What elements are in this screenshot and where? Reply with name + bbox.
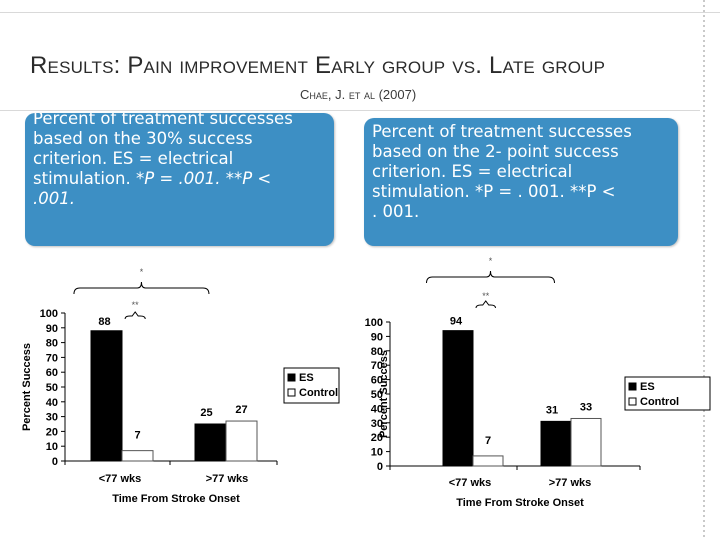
- chart2-legend-swatch-control: [628, 397, 637, 406]
- chart1-bar-control-1: [121, 450, 154, 462]
- callout-right-line4: stimulation. *P = . 001. **P <: [372, 182, 616, 201]
- chart2-y-tick-label: 50: [371, 389, 383, 401]
- chart2-y-axis-title: Percent Success: [378, 350, 390, 438]
- chart1-bracket-between: [73, 281, 210, 295]
- chart1-bar-control-2: [225, 420, 258, 462]
- callout-right-line5: . 001.: [372, 202, 420, 221]
- chart1-bar-es-2: [194, 423, 227, 462]
- chart1-legend-swatch-es: [287, 373, 296, 382]
- chart1-legend-label-control: Control: [299, 387, 338, 399]
- chart2-legend-label-control: Control: [640, 396, 679, 408]
- chart1-y-tick-label: 60: [46, 367, 58, 379]
- callout-left-line5: .001.: [33, 189, 75, 208]
- chart1-x-axis-title: Time From Stroke Onset: [112, 493, 240, 505]
- chart1-legend-swatch-control: [287, 388, 296, 397]
- chart2-legend-box: [624, 376, 711, 411]
- chart2-y-tick-label: 30: [371, 418, 383, 430]
- chart2-bar-control-1: [472, 455, 504, 467]
- callout-right-line1: Percent of treatment successes: [372, 122, 632, 141]
- chart2-y-tick-label: 100: [365, 317, 383, 329]
- chart1-legend-label-es: ES: [299, 372, 314, 384]
- chart1-label-control-1: 7: [134, 430, 140, 442]
- callout-left-line4a: stimulation.: [33, 169, 136, 188]
- chart2-bar-es-2: [540, 420, 572, 467]
- chart1-y-axis-title: Percent Success: [21, 343, 33, 431]
- callout-right-line2: based on the 2- point success: [372, 142, 619, 161]
- chart2-label-es-2: 31: [546, 404, 558, 416]
- chart1-y-tick-label: 40: [46, 397, 58, 409]
- chart1-y-tick-label: 90: [46, 323, 58, 335]
- chart1-sig-within: **: [132, 300, 140, 310]
- chart1-y-tick-label: 20: [46, 426, 58, 438]
- chart2-y-tick-label: 70: [371, 360, 383, 372]
- chart2-y-tick-label: 40: [371, 403, 383, 415]
- chart2-y-tick-label: 90: [371, 331, 383, 343]
- chart2-y-tick-label: 10: [371, 447, 383, 459]
- chart1-y-tick-label: 100: [40, 308, 58, 320]
- callout-right: Percent of treatment successes based on …: [364, 118, 678, 246]
- chart2-x-tick-label-2: >77 wks: [549, 477, 592, 489]
- callout-left-line2: based on the 30% success: [33, 129, 253, 148]
- frame-right-dots: [703, 0, 705, 540]
- chart1-sig-between: *: [140, 267, 144, 277]
- chart2-label-control-1: 7: [485, 435, 491, 447]
- frame-top-line: [0, 12, 720, 13]
- chart1-y-tick-label: 80: [46, 338, 58, 350]
- chart1-label-control-2: 27: [235, 404, 247, 416]
- chart1-bar-es-1: [90, 330, 123, 462]
- callout-left: Percent of treatment successes based on …: [25, 113, 334, 246]
- chart2-legend-label-es: ES: [640, 381, 655, 393]
- chart1-y-tick-label: 30: [46, 412, 58, 424]
- chart1-bracket-within: [124, 311, 146, 320]
- chart1-x-tick-label-1: <77 wks: [99, 473, 142, 485]
- chart2-y-tick-label: 60: [371, 375, 383, 387]
- chart1-label-es-2: 25: [200, 407, 212, 419]
- slide-citation: Chae, J. et al (2007): [300, 87, 417, 102]
- chart2-label-es-1: 94: [450, 316, 463, 328]
- chart2-y-tick-label: 0: [377, 461, 383, 473]
- chart2-label-control-2: 33: [580, 401, 592, 413]
- chart1-y-tick-label: 10: [46, 441, 58, 453]
- chart2-legend-swatch-es: [628, 382, 637, 391]
- chart2-bar-es-1: [442, 330, 474, 467]
- chart1-label-es-1: 88: [98, 316, 110, 328]
- chart1-y-tick-label: 70: [46, 352, 58, 364]
- frame-mid-line: [0, 110, 700, 111]
- callout-left-line3: criterion. ES = electrical: [33, 149, 234, 168]
- chart2-x-axis-title: Time From Stroke Onset: [456, 497, 584, 509]
- callout-left-line1: Percent of treatment successes: [33, 113, 293, 128]
- chart2-y-tick-label: 80: [371, 346, 383, 358]
- chart2-y-tick-label: 20: [371, 432, 383, 444]
- chart1-y-tick-label: 0: [52, 456, 58, 468]
- chart2-sig-within: **: [482, 291, 490, 301]
- slide-title: Results: Pain improvement Early group vs…: [30, 52, 606, 79]
- chart2-bracket-within: [475, 300, 496, 309]
- chart2-bar-control-2: [570, 417, 602, 467]
- callout-left-line4b: *P = .001. **P <: [135, 169, 272, 188]
- chart2-x-tick-label-1: <77 wks: [449, 477, 492, 489]
- chart1-x-tick-label-2: >77 wks: [206, 473, 249, 485]
- chart2-bracket-between: [426, 270, 555, 284]
- chart1-y-tick-label: 50: [46, 382, 58, 394]
- chart2-sig-between: *: [489, 256, 493, 266]
- callout-right-line3: criterion. ES = electrical: [372, 162, 573, 181]
